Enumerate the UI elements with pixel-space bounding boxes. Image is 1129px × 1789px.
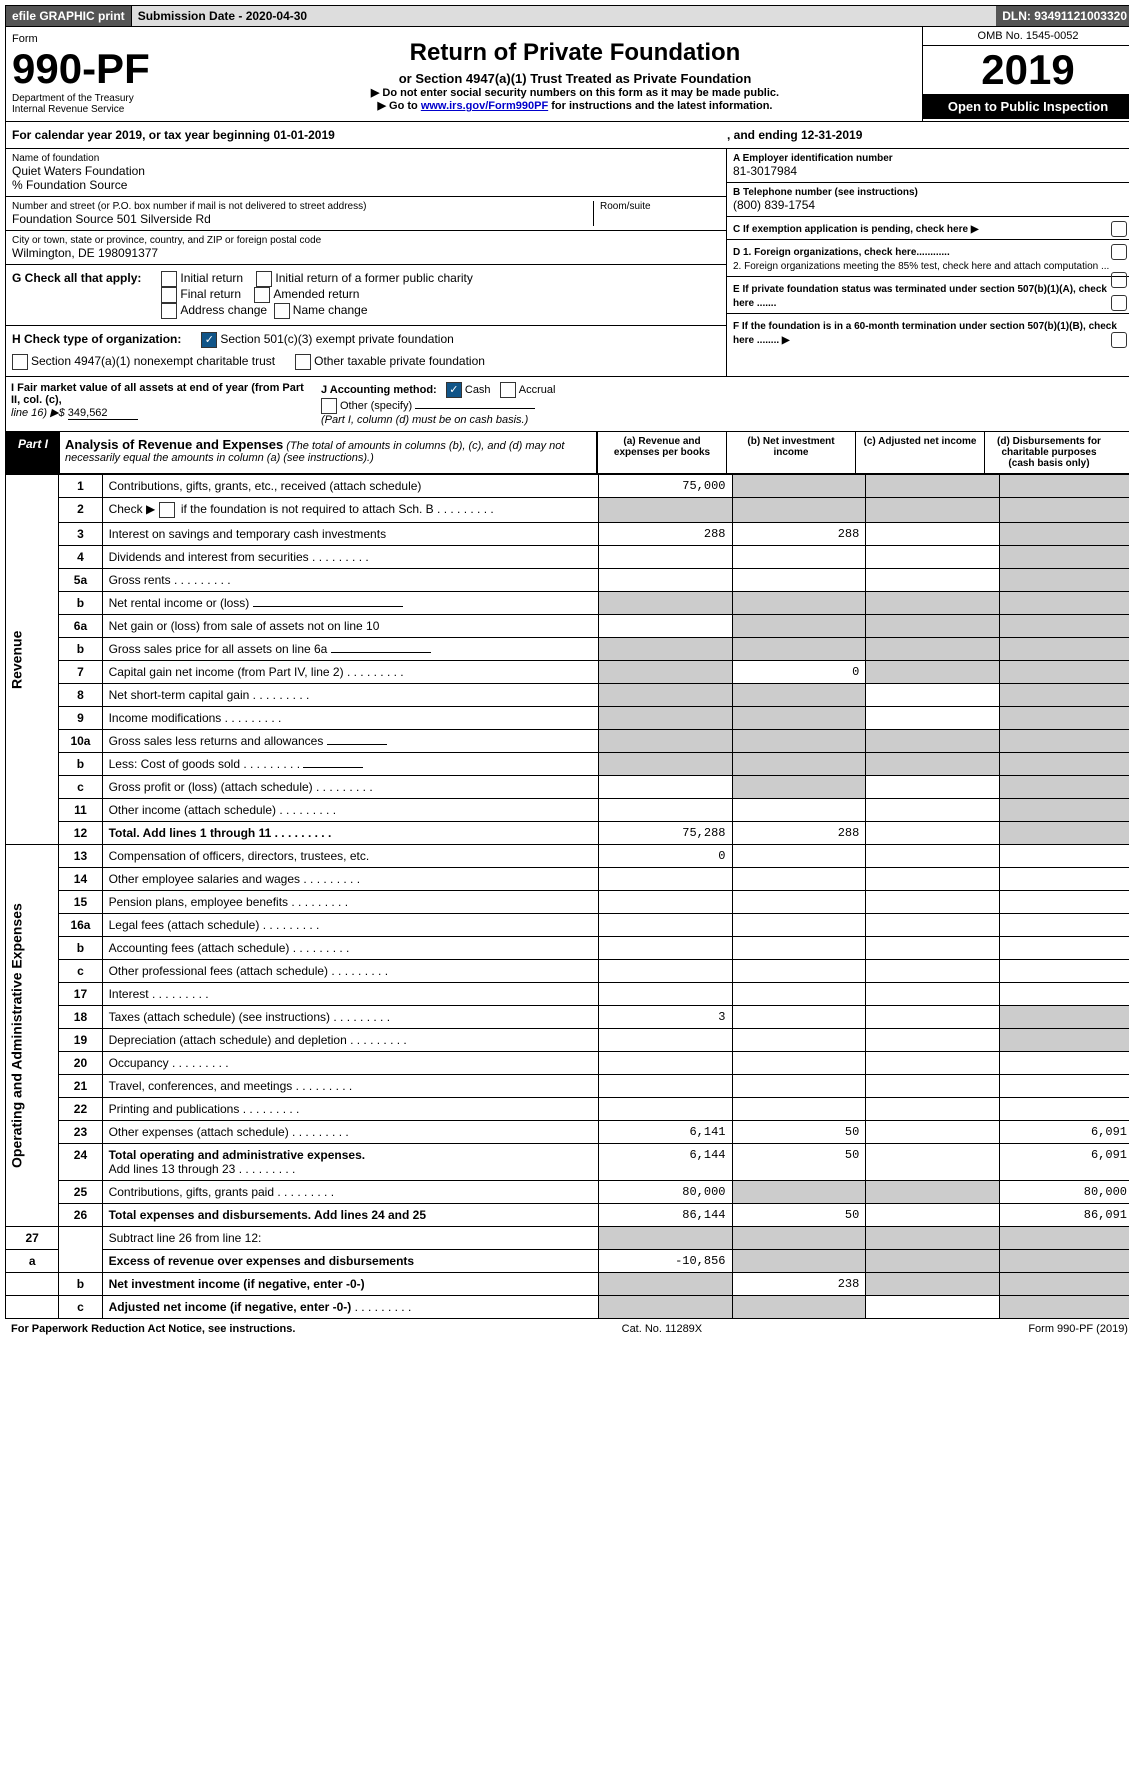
cash-basis-note: (Part I, column (d) must be on cash basi… (321, 414, 528, 426)
form-title: Return of Private Foundation (236, 39, 914, 67)
col-a-header: (a) Revenue and expenses per books (597, 432, 726, 473)
foundation-name: Quiet Waters Foundation (12, 164, 720, 178)
part1-tag: Part I (6, 432, 60, 473)
tax-year: 2019 (923, 46, 1129, 94)
chk-sch-b[interactable] (159, 502, 175, 518)
dln: DLN: 93491121003320 (996, 6, 1129, 26)
cal-year-end: , and ending 12-31-2019 (721, 122, 1129, 148)
form-subtitle: or Section 4947(a)(1) Trust Treated as P… (236, 71, 914, 86)
revenue-expense-table: Revenue 1Contributions, gifts, grants, e… (5, 474, 1129, 1319)
form-link[interactable]: www.irs.gov/Form990PF (421, 100, 548, 112)
chk-f[interactable] (1111, 332, 1127, 348)
chk-other-tax[interactable] (295, 354, 311, 370)
care-of: % Foundation Source (12, 178, 720, 192)
j-label: J Accounting method: (321, 384, 437, 396)
form-header: Form 990-PF Department of the Treasury I… (5, 27, 1129, 122)
revenue-section-label: Revenue (6, 475, 59, 845)
chk-init-former[interactable] (256, 271, 272, 287)
top-bar: efile GRAPHIC print Submission Date - 20… (5, 5, 1129, 27)
d2-label: 2. Foreign organizations meeting the 85%… (733, 261, 1109, 272)
fmv-acct-row: I Fair market value of all assets at end… (5, 377, 1129, 432)
i-label: I Fair market value of all assets at end… (11, 382, 304, 406)
col-b-header: (b) Net investment income (726, 432, 855, 473)
dept-label: Department of the Treasury (12, 93, 222, 104)
footer-left: For Paperwork Reduction Act Notice, see … (11, 1323, 295, 1335)
chk-4947[interactable] (12, 354, 28, 370)
efile-label: efile GRAPHIC print (6, 6, 131, 26)
form-label: Form (12, 33, 222, 45)
ein-label: A Employer identification number (733, 153, 1127, 164)
address: Foundation Source 501 Silverside Rd (12, 212, 593, 226)
omb-number: OMB No. 1545-0052 (923, 27, 1129, 46)
h-label: H Check type of organization: (12, 332, 181, 348)
ein: 81-3017984 (733, 164, 1127, 178)
chk-amended[interactable] (254, 287, 270, 303)
name-label: Name of foundation (12, 153, 720, 164)
chk-e[interactable] (1111, 295, 1127, 311)
fmv-amount: 349,562 (68, 407, 138, 420)
telephone: (800) 839-1754 (733, 198, 1127, 212)
city-label: City or town, state or province, country… (12, 235, 720, 246)
chk-d2[interactable] (1111, 272, 1127, 288)
line16-label: line 16) ▶$ (11, 407, 65, 419)
chk-final[interactable] (161, 287, 177, 303)
cal-year-begin: For calendar year 2019, or tax year begi… (6, 122, 721, 148)
part1-header: Part I Analysis of Revenue and Expenses … (5, 432, 1129, 474)
foundation-info: Name of foundation Quiet Waters Foundati… (5, 149, 1129, 377)
chk-addrchg[interactable] (161, 303, 177, 319)
g-label: G Check all that apply: (12, 271, 141, 319)
tel-label: B Telephone number (see instructions) (733, 187, 1127, 198)
footer-catno: Cat. No. 11289X (622, 1323, 703, 1335)
city: Wilmington, DE 198091377 (12, 246, 720, 260)
col-d-header: (d) Disbursements for charitable purpose… (984, 432, 1113, 473)
chk-cash[interactable]: ✓ (446, 382, 462, 398)
chk-accrual[interactable] (500, 382, 516, 398)
chk-initial[interactable] (161, 271, 177, 287)
col-c-header: (c) Adjusted net income (855, 432, 984, 473)
open-inspection: Open to Public Inspection (923, 94, 1129, 119)
footer-formref: Form 990-PF (2019) (1028, 1323, 1128, 1335)
e-label: E If private foundation status was termi… (733, 284, 1107, 309)
submission-date: Submission Date - 2020-04-30 (131, 6, 997, 26)
g-checks: G Check all that apply: Initial return I… (6, 265, 726, 325)
c-label: C If exemption application is pending, c… (733, 224, 979, 235)
irs-label: Internal Revenue Service (12, 104, 222, 115)
f-label: F If the foundation is in a 60-month ter… (733, 321, 1117, 346)
d1-label: D 1. Foreign organizations, check here..… (733, 247, 950, 258)
irs-form-990pf: efile GRAPHIC print Submission Date - 20… (0, 0, 1129, 1344)
h-checks: H Check type of organization: ✓Section 5… (6, 325, 726, 354)
addr-label: Number and street (or P.O. box number if… (12, 201, 593, 212)
bullet-1: ▶ Do not enter social security numbers o… (236, 86, 914, 99)
expenses-section-label: Operating and Administrative Expenses (6, 845, 59, 1227)
room-label: Room/suite (600, 201, 720, 212)
chk-namechg[interactable] (274, 303, 290, 319)
chk-c[interactable] (1111, 221, 1127, 237)
calendar-year-row: For calendar year 2019, or tax year begi… (5, 122, 1129, 149)
form-footer: For Paperwork Reduction Act Notice, see … (5, 1319, 1129, 1339)
form-number: 990-PF (12, 45, 222, 93)
chk-501c3[interactable]: ✓ (201, 332, 217, 348)
chk-d1[interactable] (1111, 244, 1127, 260)
bullet-2: ▶ Go to www.irs.gov/Form990PF for instru… (236, 99, 914, 112)
chk-other-spec[interactable] (321, 398, 337, 414)
